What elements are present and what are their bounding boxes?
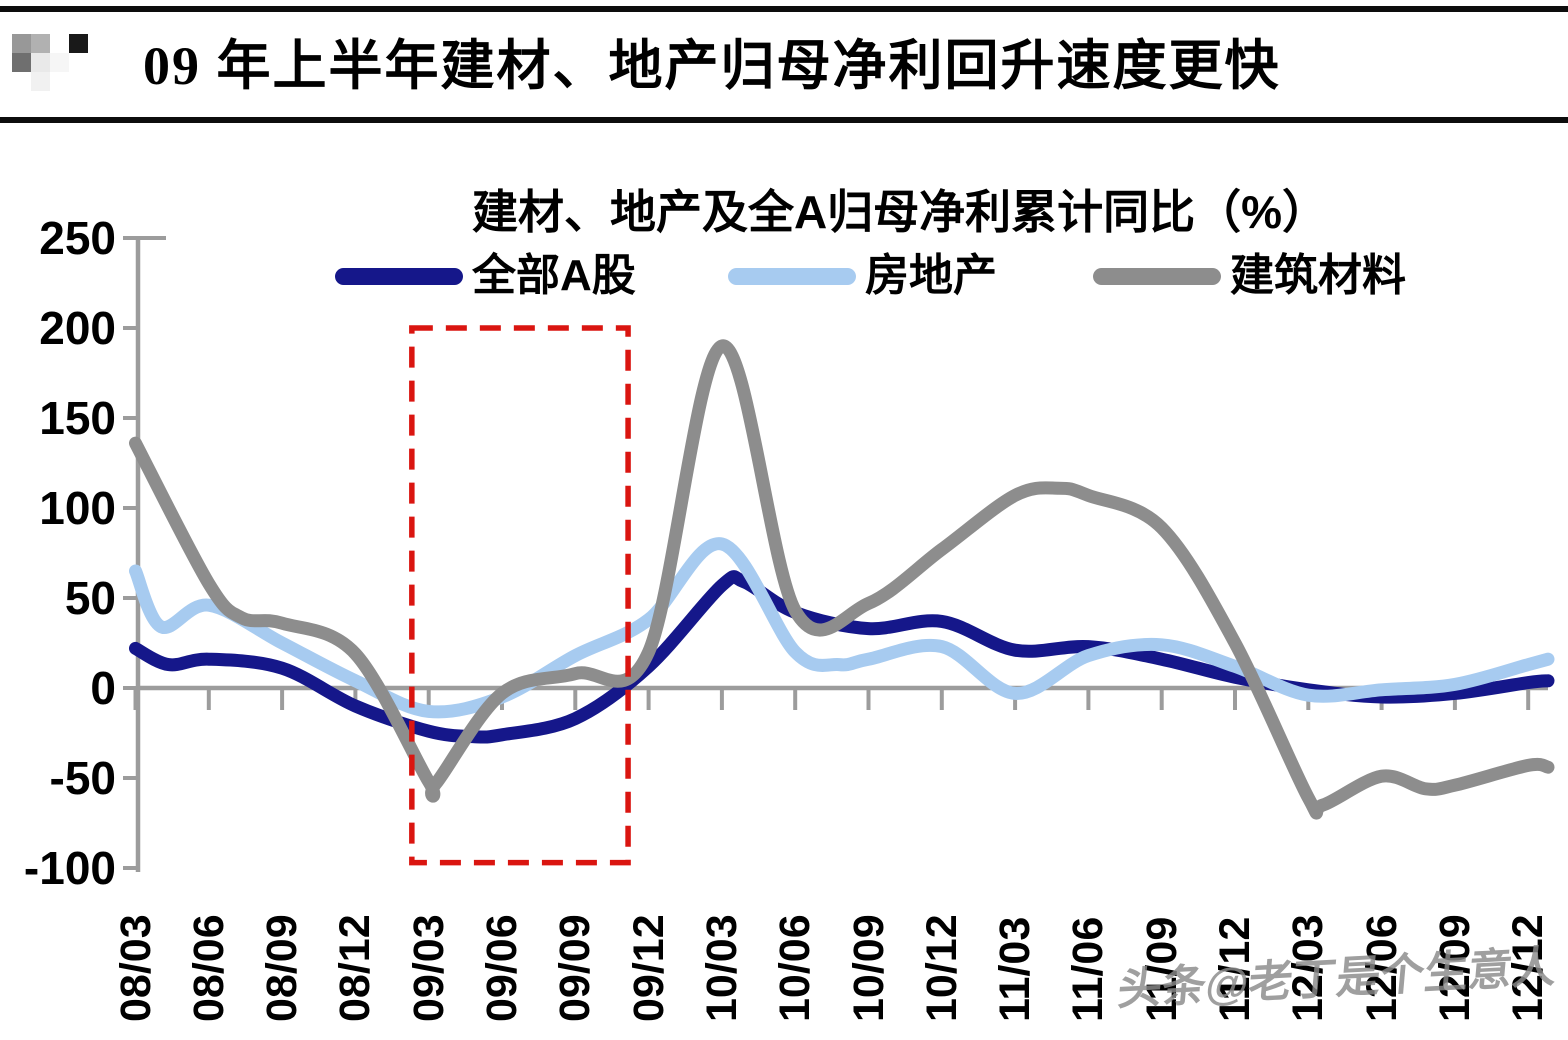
series-line-1 bbox=[129, 537, 1555, 719]
chart-title: 建材、地产及全A归母净利累计同比（%） bbox=[471, 186, 1329, 238]
x-axis-label: 08/09 bbox=[258, 914, 307, 1022]
legend-label-all-a-shares: 全部A股 bbox=[472, 251, 636, 300]
y-axis-label: 50 bbox=[64, 572, 116, 624]
x-axis-label: 09/06 bbox=[478, 914, 526, 1022]
logo-cell bbox=[69, 34, 88, 53]
x-axis-label: 08/12 bbox=[331, 914, 380, 1022]
legend-entry-building-materials: 建筑材料 bbox=[1093, 252, 1406, 300]
series-line-0 bbox=[129, 570, 1555, 744]
publisher-logo bbox=[12, 34, 88, 91]
y-axis-label: -100 bbox=[23, 842, 116, 894]
x-axis-label: 10/12 bbox=[917, 914, 966, 1022]
legend-entry-all-a-shares: 全部A股 bbox=[335, 252, 636, 300]
y-axis-label: 100 bbox=[39, 482, 116, 534]
logo-cell bbox=[50, 53, 69, 72]
logo-cell bbox=[12, 34, 31, 53]
highlight-box bbox=[409, 325, 631, 866]
legend-label-real-estate: 房地产 bbox=[865, 251, 997, 300]
x-axis-label: 09/12 bbox=[624, 914, 673, 1022]
legend-swatch-real-estate bbox=[728, 267, 856, 285]
x-axis-label: 10/03 bbox=[697, 914, 746, 1022]
legend-entry-real-estate: 房地产 bbox=[728, 252, 997, 300]
x-axis-label: 09/03 bbox=[404, 914, 453, 1022]
logo-cell bbox=[31, 72, 50, 91]
logo-cell bbox=[12, 53, 31, 72]
legend-swatch-building-materials bbox=[1093, 267, 1221, 285]
series-line-2 bbox=[129, 339, 1555, 820]
x-axis-label: 10/06 bbox=[771, 914, 820, 1022]
legend-label-building-materials: 建筑材料 bbox=[1230, 251, 1406, 300]
y-axis-label: 150 bbox=[39, 392, 116, 444]
x-axis-label: 11/06 bbox=[1064, 916, 1113, 1022]
x-axis-label: 10/09 bbox=[844, 914, 893, 1022]
logo-cell bbox=[31, 53, 50, 72]
y-axis-label: 0 bbox=[90, 662, 116, 714]
y-axis-label: -50 bbox=[49, 752, 116, 804]
legend-swatch-all-a-shares bbox=[335, 267, 463, 285]
x-axis-label: 08/03 bbox=[111, 914, 160, 1022]
x-axis-label: 09/09 bbox=[551, 914, 600, 1022]
logo-cell bbox=[31, 34, 50, 53]
x-axis-label: 11/03 bbox=[991, 916, 1040, 1022]
y-axis-label: 200 bbox=[39, 302, 116, 354]
header-divider-line bbox=[0, 117, 1568, 123]
x-axis-label: 08/06 bbox=[184, 914, 233, 1022]
y-axis-label: 250 bbox=[39, 212, 116, 264]
top-divider-line bbox=[0, 6, 1568, 12]
page-title: 09 年上半年建材、地产归母净利回升速度更快 bbox=[143, 36, 1281, 96]
